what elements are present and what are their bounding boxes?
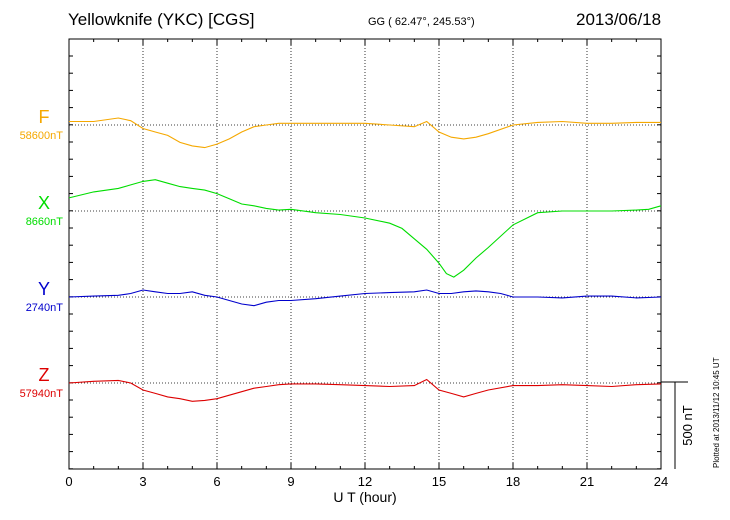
series-lines	[68, 117, 662, 402]
component-baseline-x: 8660nT	[26, 216, 64, 228]
x-tick-label: 6	[213, 474, 220, 489]
component-letter-z: Z	[39, 365, 50, 385]
x-axis-label: U T (hour)	[333, 489, 396, 505]
x-tick-label: 12	[358, 474, 372, 489]
scale-bar: 500 nT	[661, 381, 695, 469]
axis-ticks	[68, 39, 662, 470]
x-tick-label: 18	[506, 474, 520, 489]
plot-frame	[68, 38, 662, 470]
coordinates-label: GG ( 62.47°, 245.53°)	[368, 16, 475, 28]
station-title: Yellowknife (YKC) [CGS]	[68, 10, 255, 29]
x-tick-labels: 0 3 6 9 12 15 18 21 24	[65, 474, 668, 489]
component-baseline-f: 58600nT	[20, 130, 64, 142]
grid-lines	[69, 39, 661, 469]
series-line-z	[68, 378, 662, 402]
component-baseline-z: 57940nT	[20, 388, 64, 400]
series-line-x	[68, 179, 662, 278]
x-tick-label: 9	[287, 474, 294, 489]
date-label: 2013/06/18	[576, 10, 662, 29]
x-tick-label: 15	[432, 474, 446, 489]
scale-bar-label: 500 nT	[680, 405, 695, 446]
component-labels: F 58600nT X 8660nT Y 2740nT Z 57940nT	[20, 107, 64, 400]
series-line-y	[68, 289, 662, 307]
component-letter-y: Y	[38, 279, 50, 299]
x-tick-label: 3	[139, 474, 146, 489]
x-tick-label: 21	[580, 474, 594, 489]
x-tick-label: 0	[65, 474, 72, 489]
component-letter-x: X	[38, 193, 50, 213]
component-baseline-y: 2740nT	[26, 302, 64, 314]
series-line-f	[69, 117, 661, 149]
component-letter-f: F	[39, 107, 50, 127]
x-tick-label: 24	[654, 474, 668, 489]
